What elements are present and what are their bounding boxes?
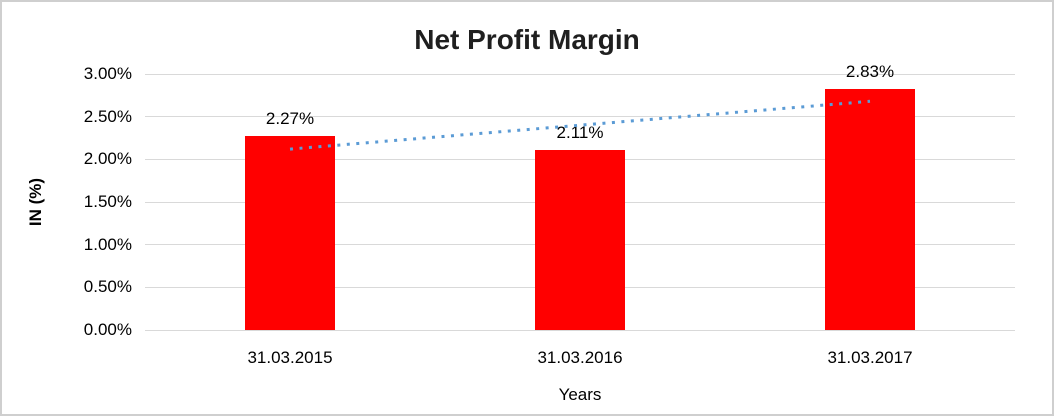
bar-31.03.2015 xyxy=(245,136,335,330)
y-tick-label: 2.00% xyxy=(83,149,132,169)
y-tick-label: 0.50% xyxy=(83,277,132,297)
x-axis-title: Years xyxy=(558,385,602,404)
y-tick-label: 1.00% xyxy=(83,234,132,254)
bar-data-label: 2.83% xyxy=(845,61,895,81)
x-tick-label: 31.03.2017 xyxy=(827,348,913,367)
bar-data-label: 2.11% xyxy=(556,122,604,142)
gridline xyxy=(145,73,1015,75)
x-tick-label: 31.03.2015 xyxy=(247,348,333,367)
gridline xyxy=(145,329,1015,331)
y-tick-label: 2.50% xyxy=(83,106,132,126)
chart-title: Net Profit Margin xyxy=(414,24,640,55)
y-tick-label: 3.00% xyxy=(83,64,132,83)
bar-31.03.2016 xyxy=(535,149,625,330)
y-tick-label: 0.00% xyxy=(83,320,132,339)
bar-data-label: 2.27% xyxy=(265,109,315,129)
bar-31.03.2017 xyxy=(825,88,915,330)
x-tick-label: 31.03.2016 xyxy=(537,348,623,367)
y-tick-label: 1.50% xyxy=(83,192,132,211)
